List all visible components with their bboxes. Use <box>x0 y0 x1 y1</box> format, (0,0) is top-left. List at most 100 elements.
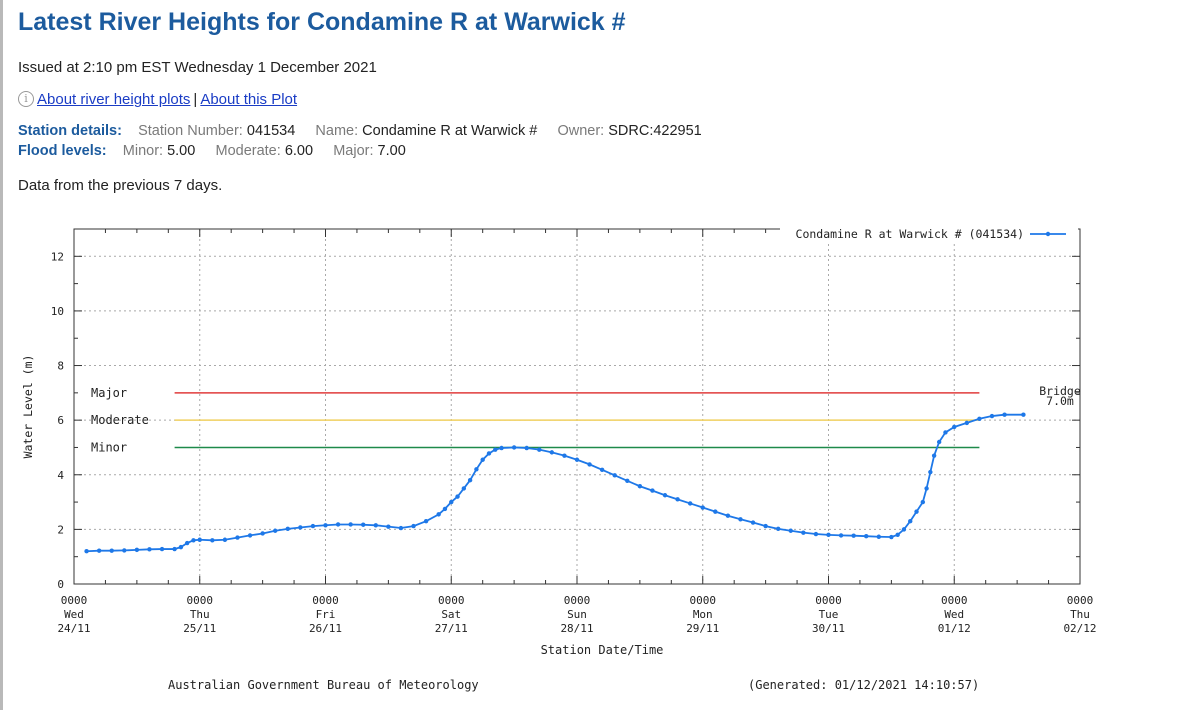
data-point <box>989 413 995 419</box>
x-tick-label-date: 27/11 <box>435 622 468 635</box>
x-tick-label-day: Sun <box>567 608 587 621</box>
x-tick-label-date: 30/11 <box>812 622 845 635</box>
data-point <box>298 525 303 530</box>
x-tick-label-date: 25/11 <box>183 622 216 635</box>
data-point <box>178 544 184 550</box>
data-point <box>952 424 957 430</box>
data-point <box>1002 412 1007 417</box>
data-point <box>411 523 416 529</box>
data-point <box>889 534 894 540</box>
legend-label: Condamine R at Warwick # (041534) <box>796 227 1024 241</box>
data-point <box>801 530 806 535</box>
station-owner-label: Owner: <box>557 123 605 139</box>
data-point <box>650 488 655 493</box>
y-tick-label: 4 <box>57 469 64 482</box>
series-line <box>86 413 1024 553</box>
about-this-plot-link[interactable]: About this Plot <box>200 91 298 108</box>
x-tick-label-day: Mon <box>693 608 713 621</box>
data-point <box>210 538 215 543</box>
data-point <box>191 538 196 543</box>
data-point <box>700 505 705 510</box>
data-point <box>851 533 856 538</box>
x-tick-label-date: 02/12 <box>1063 622 1096 635</box>
page-left-border <box>0 0 3 710</box>
legend-background <box>780 225 1078 241</box>
data-point <box>273 528 278 533</box>
x-tick-label-date: 29/11 <box>686 622 719 635</box>
data-point <box>687 501 693 506</box>
x-axis-title: Station Date/Time <box>541 643 664 657</box>
data-point <box>587 462 592 467</box>
bridge-annotation-value: 7.0m <box>1046 394 1074 408</box>
data-point <box>713 509 718 514</box>
x-tick-label-day: Thu <box>190 608 210 621</box>
legend-marker <box>1045 231 1051 237</box>
x-tick-label-time: 0000 <box>61 594 88 607</box>
x-tick-label-day: Tue <box>819 608 839 621</box>
data-point <box>398 525 404 531</box>
data-point <box>574 457 580 462</box>
data-point <box>455 494 460 499</box>
station-owner-value: SDRC:422951 <box>608 123 702 139</box>
data-point <box>914 509 919 514</box>
issued-timestamp: Issued at 2:10 pm EST Wednesday 1 Decemb… <box>18 59 377 76</box>
data-point <box>335 522 341 527</box>
x-tick-label-day: Fri <box>316 608 336 621</box>
link-separator: | <box>193 91 198 108</box>
data-point <box>172 546 177 552</box>
data-point <box>96 548 102 553</box>
data-point <box>977 416 982 421</box>
data-point <box>235 535 240 540</box>
footer-agency: Australian Government Bureau of Meteorol… <box>168 678 479 692</box>
data-point <box>122 548 127 553</box>
data-point <box>348 522 353 527</box>
y-tick-label: 8 <box>57 360 64 373</box>
data-point <box>1021 412 1026 417</box>
data-point <box>662 493 668 498</box>
station-details: Station details: Station Number: 041534 … <box>18 123 702 139</box>
threshold-label-major: Major <box>91 386 127 400</box>
data-point <box>486 451 492 456</box>
y-tick-label: 2 <box>57 523 64 536</box>
data-point <box>480 457 485 462</box>
x-tick-label-time: 0000 <box>564 594 591 607</box>
flood-minor-label: Minor: <box>122 143 164 159</box>
x-tick-label-date: 26/11 <box>309 622 342 635</box>
data-point <box>920 499 926 505</box>
data-point <box>134 547 140 553</box>
data-point <box>788 528 793 533</box>
data-point <box>936 439 942 445</box>
data-point <box>813 531 819 537</box>
flood-levels-heading: Flood levels: <box>18 143 107 159</box>
data-point <box>373 523 378 528</box>
flood-moderate-label: Moderate: <box>215 143 281 159</box>
data-point <box>908 518 913 524</box>
data-point <box>467 478 473 483</box>
data-point <box>524 445 529 451</box>
x-tick-label-date: 28/11 <box>560 622 593 635</box>
data-point <box>931 453 937 458</box>
data-point <box>776 526 781 532</box>
data-point <box>109 548 114 553</box>
data-point <box>386 524 391 529</box>
x-tick-label-time: 0000 <box>1067 594 1094 607</box>
data-point <box>436 512 441 517</box>
station-name-value: Condamine R at Warwick # <box>362 123 538 139</box>
data-point <box>738 517 743 522</box>
data-point <box>562 453 567 458</box>
x-tick-label-time: 0000 <box>187 594 214 607</box>
about-river-height-plots-link[interactable]: About river height plots <box>37 91 191 108</box>
data-point <box>895 532 900 538</box>
y-axis-title: Water Level (m) <box>21 355 35 459</box>
flood-levels: Flood levels: Minor: 5.00 Moderate: 6.00… <box>18 143 406 159</box>
data-point <box>449 499 454 505</box>
data-point <box>285 526 290 532</box>
data-point <box>147 547 152 552</box>
data-point <box>511 445 517 450</box>
data-point <box>964 420 970 426</box>
data-point <box>763 523 768 529</box>
data-point <box>750 520 756 525</box>
flood-moderate-value: 6.00 <box>284 143 314 159</box>
plot-frame <box>73 228 1081 585</box>
threshold-label-moderate: Moderate <box>91 413 149 427</box>
